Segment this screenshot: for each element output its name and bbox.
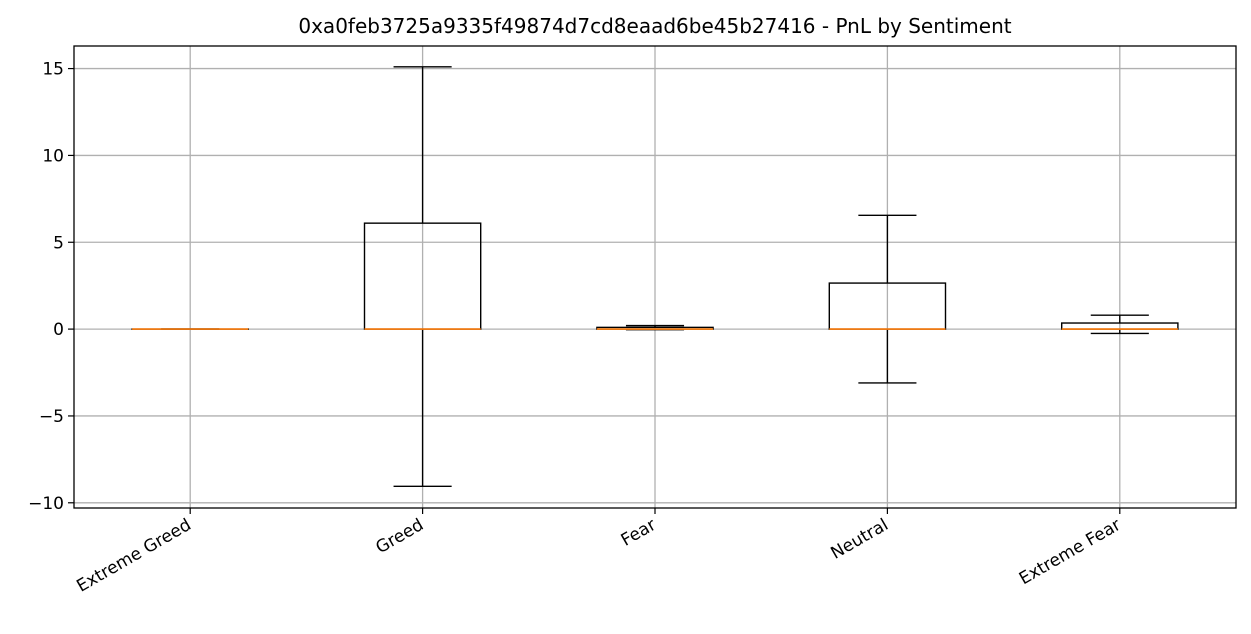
y-tick-label: 5: [53, 233, 64, 253]
chart-title: 0xa0feb3725a9335f49874d7cd8eaad6be45b274…: [298, 14, 1011, 38]
box-group: [828, 214, 947, 384]
y-tick-label: 10: [42, 146, 64, 166]
y-tick-label: −5: [39, 407, 64, 427]
box-group: [1060, 314, 1179, 335]
box-series: [131, 66, 1179, 487]
box-group: [596, 324, 714, 331]
y-tick-label: 0: [53, 320, 64, 340]
y-tick-label: 15: [42, 60, 64, 80]
y-tick-label: −10: [28, 494, 64, 514]
box-group: [363, 66, 482, 487]
